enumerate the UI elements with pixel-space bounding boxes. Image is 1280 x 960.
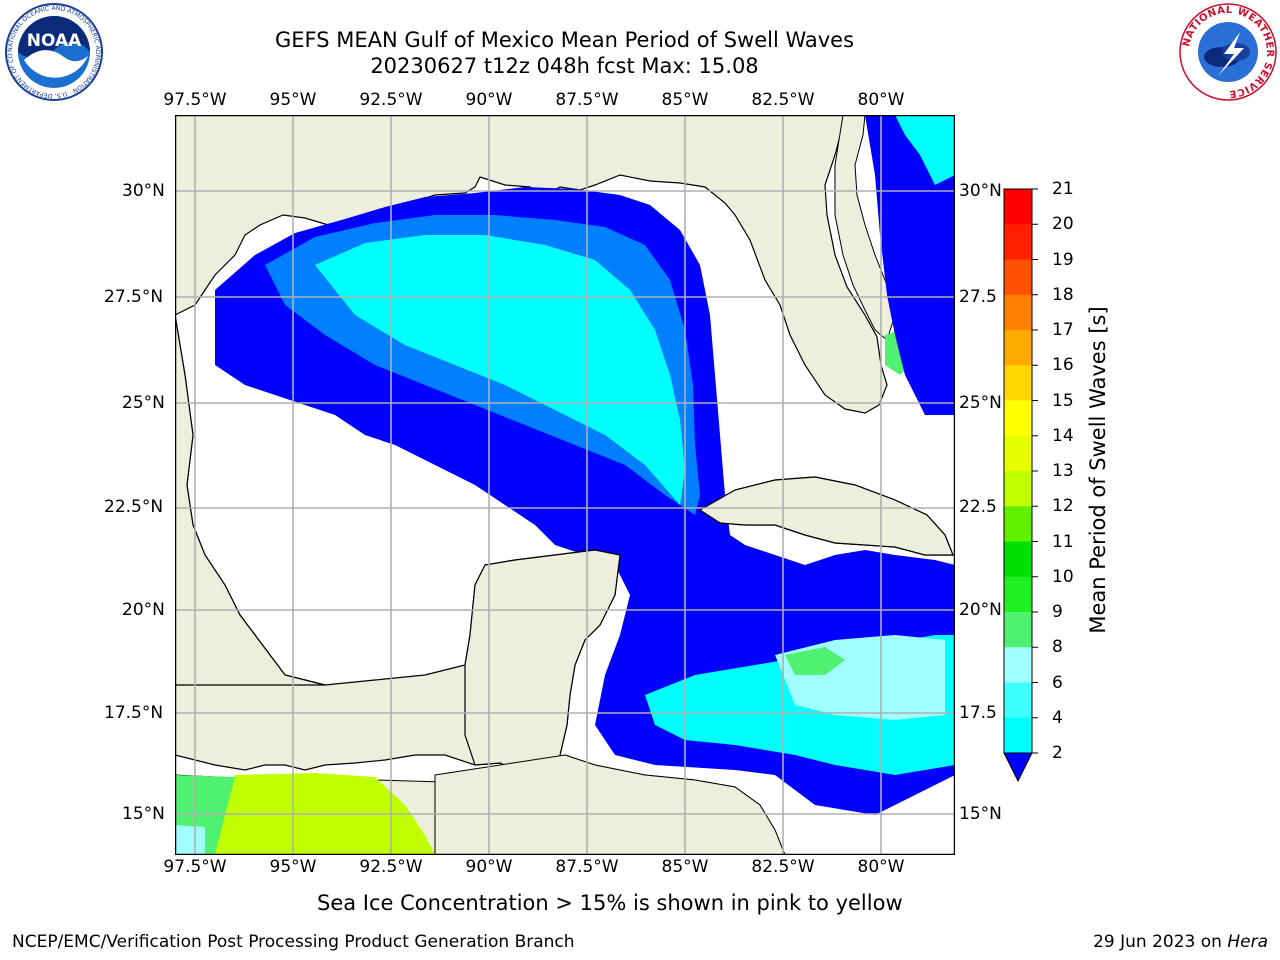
lat-label-right: 17.5 [959, 703, 997, 723]
colorbar-tick-label: 19 [1052, 249, 1074, 270]
colorbar-segment [1004, 400, 1032, 437]
colorbar-extension [1003, 752, 1033, 783]
lon-label-top: 97.5°W [163, 90, 227, 110]
colorbar-tick-label: 8 [1052, 637, 1063, 658]
lon-label-top: 87.5°W [555, 90, 619, 110]
map-panel [175, 115, 955, 855]
colorbar [1003, 188, 1038, 783]
swell-field [175, 115, 955, 855]
lat-label-right: 27.5 [959, 287, 997, 307]
nws-logo-icon: NATIONAL WEATHER SERVICE [1179, 3, 1277, 101]
lon-label-top: 82.5°W [751, 90, 815, 110]
lat-label-left: 22.5°N [104, 497, 164, 517]
footer-date-text: 29 Jun 2023 on [1093, 932, 1222, 952]
map-frame [175, 115, 955, 855]
lat-label-left: 25°N [122, 393, 165, 413]
swell-contour-9s [785, 647, 845, 675]
lon-label-bottom: 92.5°W [359, 857, 423, 877]
lat-label-right: 25°N [959, 393, 1002, 413]
colorbar-segment [1004, 259, 1032, 296]
lat-label-left: 20°N [122, 600, 165, 620]
colorbar-tick-label: 14 [1052, 425, 1074, 446]
colorbar-tick-label: 21 [1052, 179, 1074, 199]
colorbar-tick-label: 12 [1052, 496, 1074, 517]
lat-label-right: 22.5 [959, 497, 997, 517]
chart-subtitle: 20230627 t12z 048h fcst Max: 15.08 [370, 54, 759, 78]
lat-label-right: 30°N [959, 181, 1002, 201]
footer-credit: NCEP/EMC/Verification Post Processing Pr… [12, 932, 575, 952]
lat-label-right: 20°N [959, 600, 1002, 620]
lon-label-bottom: 80°W [857, 857, 905, 877]
lat-label-left: 27.5°N [104, 287, 164, 307]
swell-contour-atlantic-cyan [895, 115, 955, 185]
lon-label-bottom: 87.5°W [555, 857, 619, 877]
colorbar-segment [1004, 612, 1032, 648]
lon-label-top: 92.5°W [359, 90, 423, 110]
land-us [175, 115, 888, 414]
lat-label-left: 15°N [122, 804, 165, 824]
swell-contour-pacific-lightblue [175, 825, 205, 855]
land-cuba-top [698, 476, 954, 556]
colorbar-tick-label: 9 [1052, 602, 1063, 622]
colorbar-tick-label: 15 [1052, 390, 1074, 411]
land-mexico-west-top [175, 314, 326, 686]
colorbar-label: Mean Period of Swell Waves [s] [1086, 306, 1110, 634]
noaa-logo-text: NOAA [27, 31, 82, 51]
lon-label-top: 85°W [661, 90, 709, 110]
colorbar-segment [1004, 506, 1032, 542]
colorbar-segment [1004, 647, 1032, 683]
colorbar-segment [1004, 471, 1032, 507]
lon-label-bottom: 95°W [269, 857, 317, 877]
colorbar-tick-label: 20 [1052, 214, 1074, 235]
colorbar-segment [1004, 717, 1032, 754]
colorbar-tick-label: 11 [1052, 531, 1074, 552]
sea-ice-note: Sea Ice Concentration > 15% is shown in … [317, 891, 903, 915]
swell-contour-6s [315, 235, 685, 505]
lon-label-bottom: 90°W [465, 857, 513, 877]
colorbar-tick-label: 13 [1052, 461, 1074, 481]
colorbar-tick-label: 10 [1052, 566, 1074, 587]
colorbar-segment [1004, 435, 1032, 472]
colorbar-segment [1004, 189, 1032, 225]
gridlines [175, 115, 955, 855]
swell-contour-atlantic [865, 115, 955, 415]
lon-label-bottom: 82.5°W [751, 857, 815, 877]
lon-label-top: 90°W [465, 90, 513, 110]
lat-label-right: 15°N [959, 804, 1002, 824]
colorbar-segment [1004, 365, 1032, 401]
noaa-logo-icon: NATIONAL OCEANIC AND ATMOSPHERIC ADMINIS… [4, 2, 103, 101]
lon-label-top: 80°W [857, 90, 905, 110]
colorbar-tick-label: 18 [1052, 284, 1074, 305]
colorbar-segment [1004, 682, 1032, 719]
colorbar-tick-label: 16 [1052, 355, 1074, 376]
footer-host: Hera [1227, 932, 1268, 952]
lat-label-left: 30°N [122, 181, 165, 201]
lat-label-left: 17.5°N [104, 703, 164, 723]
colorbar-segment [1004, 330, 1032, 366]
colorbar-segment [1004, 294, 1032, 331]
colorbar-segment [1004, 541, 1032, 578]
colorbar-segment [1004, 576, 1032, 613]
lon-label-top: 95°W [269, 90, 317, 110]
colorbar-tick-label: 2 [1052, 743, 1063, 763]
land-central-america-top [434, 754, 786, 855]
colorbar-tick-label: 17 [1052, 320, 1074, 340]
colorbar-tick-label: 6 [1052, 672, 1063, 693]
chart-title: GEFS MEAN Gulf of Mexico Mean Period of … [274, 28, 855, 52]
colorbar-tick-label: 4 [1052, 707, 1063, 728]
colorbar-segment [1004, 224, 1032, 260]
lon-label-bottom: 97.5°W [163, 857, 227, 877]
footer-date: 29 Jun 2023 on Hera [1093, 932, 1268, 952]
lon-label-bottom: 85°W [661, 857, 709, 877]
